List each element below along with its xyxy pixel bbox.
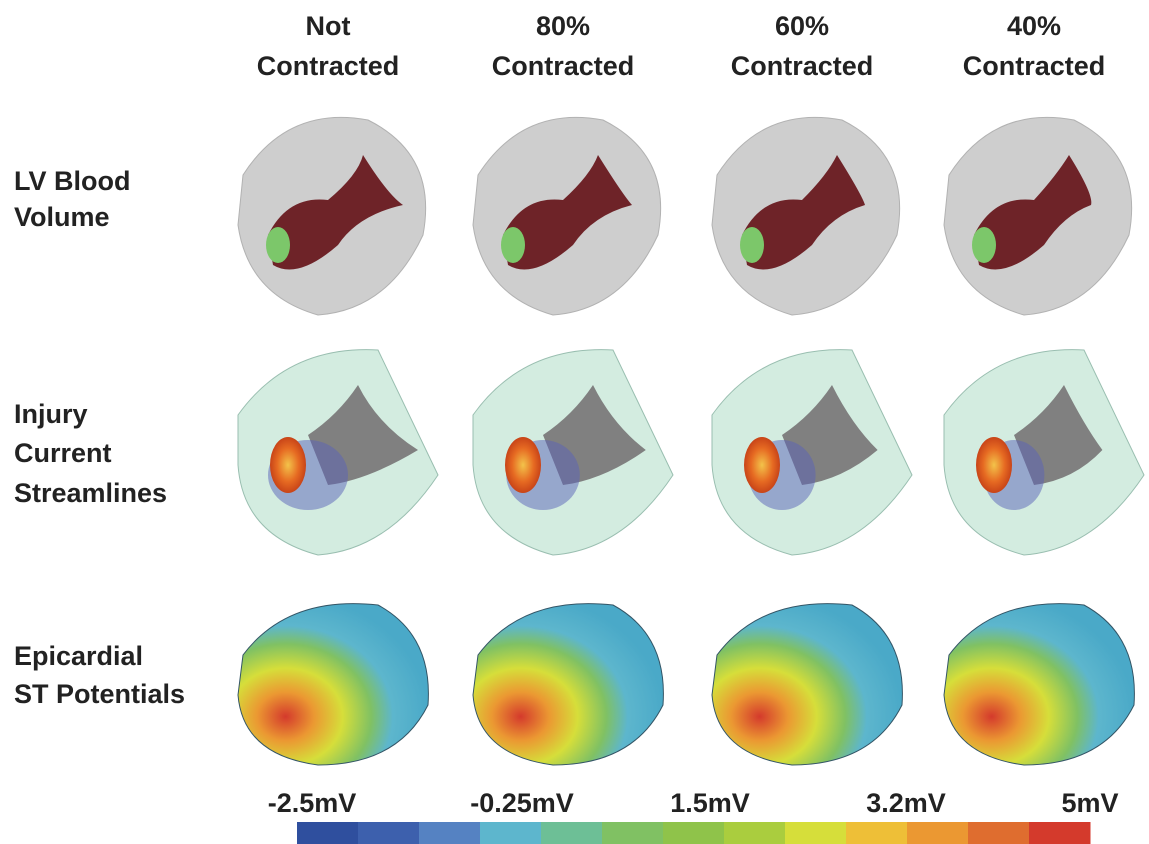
row-label: Injury	[14, 399, 88, 429]
colorbar-segment	[602, 822, 664, 844]
epicardium	[712, 604, 902, 765]
heart-panels	[238, 117, 1144, 765]
epicardium	[473, 604, 663, 765]
injury-zone	[744, 437, 780, 493]
column-header: 60%	[775, 11, 829, 41]
column-header: Contracted	[492, 51, 635, 81]
colorbar-label: 3.2mV	[866, 788, 946, 818]
colorbar-label: 1.5mV	[670, 788, 750, 818]
colorbar-segment	[541, 822, 603, 844]
colorbar-segment	[663, 822, 725, 844]
colorbar-segment	[907, 822, 969, 844]
valve	[266, 227, 290, 263]
row-label: Epicardial	[14, 641, 143, 671]
colorbar-segment	[785, 822, 847, 844]
colorbar-segment	[846, 822, 908, 844]
colorbar-label: -0.25mV	[470, 788, 574, 818]
colorbar-label: 5mV	[1061, 788, 1118, 818]
column-header: Contracted	[731, 51, 874, 81]
column-headers: Not Contracted 80% Contracted 60% Contracted 4…	[257, 11, 1106, 81]
colorbar-segment	[419, 822, 481, 844]
injury-zone	[976, 437, 1012, 493]
colorbar-segment	[297, 822, 359, 844]
row-labels: LV Blood Volume Injury Current Streamlines Ep…	[14, 166, 185, 709]
row-label: ST Potentials	[14, 679, 185, 709]
valve	[740, 227, 764, 263]
column-header: 80%	[536, 11, 590, 41]
colorbar-segment	[724, 822, 786, 844]
page: Not Contracted 80% Contracted 60% Contracted 4…	[0, 0, 1149, 844]
column-header: 40%	[1007, 11, 1061, 41]
row-label: Volume	[14, 202, 110, 232]
injury-zone	[505, 437, 541, 493]
colorbar-segment	[968, 822, 1030, 844]
colorbar-segment	[1029, 822, 1091, 844]
column-header: Contracted	[963, 51, 1106, 81]
row-label: LV Blood	[14, 166, 130, 196]
epicardium	[944, 604, 1134, 765]
valve	[972, 227, 996, 263]
colorbar: -2.5mV -0.25mV 1.5mV 3.2mV 5mV	[268, 788, 1119, 844]
figure: Not Contracted 80% Contracted 60% Contracted 4…	[0, 0, 1149, 844]
injury-zone	[270, 437, 306, 493]
column-header: Contracted	[257, 51, 400, 81]
row-label: Streamlines	[14, 478, 167, 508]
colorbar-segment	[358, 822, 420, 844]
valve	[501, 227, 525, 263]
colorbar-segment	[480, 822, 542, 844]
column-header: Not	[306, 11, 351, 41]
epicardium	[238, 604, 428, 765]
row-label: Current	[14, 438, 112, 468]
colorbar-label: -2.5mV	[268, 788, 357, 818]
